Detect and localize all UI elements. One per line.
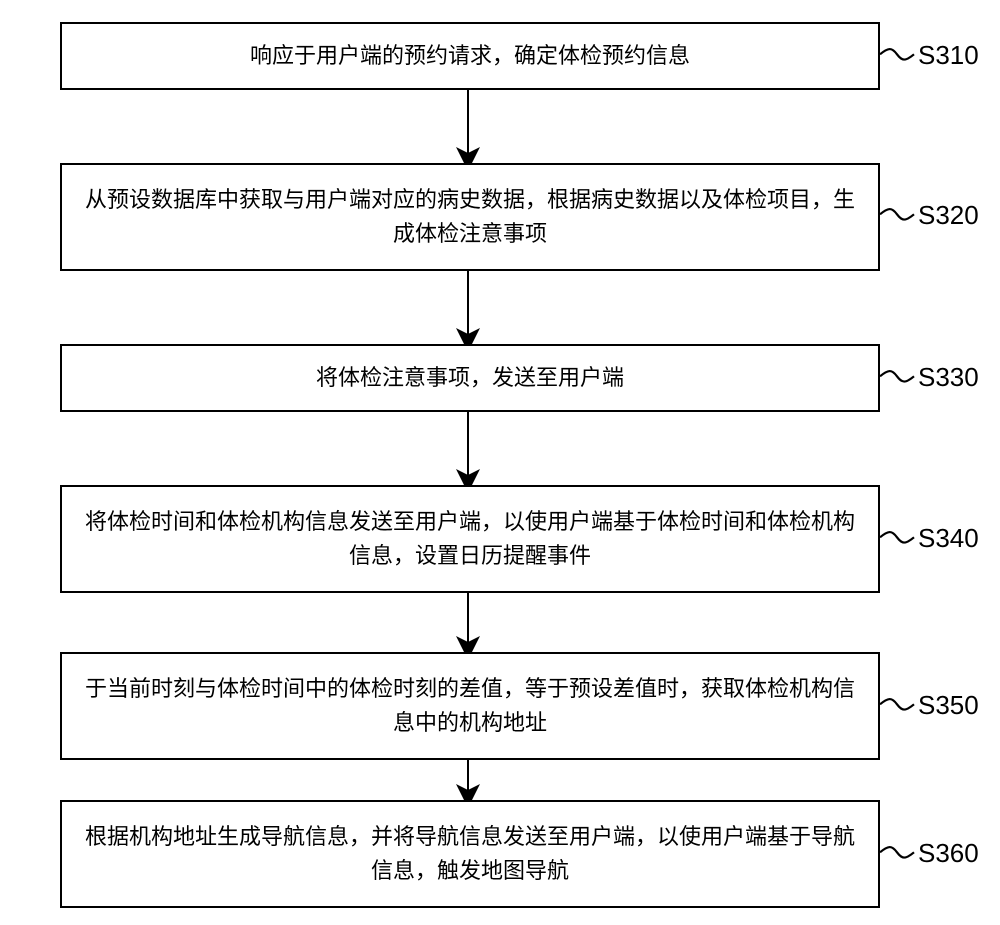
step-label-s340: S340	[918, 523, 979, 554]
tildes-group	[880, 49, 914, 858]
connectors-layer	[0, 0, 1000, 925]
flow-node-s320: 从预设数据库中获取与用户端对应的病史数据，根据病史数据以及体检项目，生成体检注意…	[60, 163, 880, 271]
tilde-connector-s340	[880, 532, 914, 543]
tilde-connector-s320	[880, 209, 914, 220]
tilde-connector-s350	[880, 699, 914, 710]
step-label-s350: S350	[918, 690, 979, 721]
flow-node-text: 于当前时刻与体检时间中的体检时刻的差值，等于预设差值时，获取体检机构信息中的机构…	[82, 672, 858, 740]
step-label-s320: S320	[918, 200, 979, 231]
flow-node-text: 将体检注意事项，发送至用户端	[316, 361, 624, 395]
flow-node-text: 将体检时间和体检机构信息发送至用户端，以使用户端基于体检时间和体检机构信息，设置…	[82, 505, 858, 573]
flow-node-s330: 将体检注意事项，发送至用户端	[60, 344, 880, 412]
flow-node-s350: 于当前时刻与体检时间中的体检时刻的差值，等于预设差值时，获取体检机构信息中的机构…	[60, 652, 880, 760]
step-label-s310: S310	[918, 40, 979, 71]
flow-node-s340: 将体检时间和体检机构信息发送至用户端，以使用户端基于体检时间和体检机构信息，设置…	[60, 485, 880, 593]
flow-node-s360: 根据机构地址生成导航信息，并将导航信息发送至用户端，以使用户端基于导航信息，触发…	[60, 800, 880, 908]
step-label-s360: S360	[918, 838, 979, 869]
flow-node-text: 从预设数据库中获取与用户端对应的病史数据，根据病史数据以及体检项目，生成体检注意…	[82, 183, 858, 251]
flow-node-text: 响应于用户端的预约请求，确定体检预约信息	[250, 39, 690, 73]
flow-node-text: 根据机构地址生成导航信息，并将导航信息发送至用户端，以使用户端基于导航信息，触发…	[82, 820, 858, 888]
tilde-connector-s360	[880, 847, 914, 858]
tilde-connector-s330	[880, 371, 914, 382]
step-label-s330: S330	[918, 362, 979, 393]
flowchart-canvas: 响应于用户端的预约请求，确定体检预约信息 S310 从预设数据库中获取与用户端对应的…	[0, 0, 1000, 925]
tilde-connector-s310	[880, 49, 914, 60]
flow-node-s310: 响应于用户端的预约请求，确定体检预约信息	[60, 22, 880, 90]
